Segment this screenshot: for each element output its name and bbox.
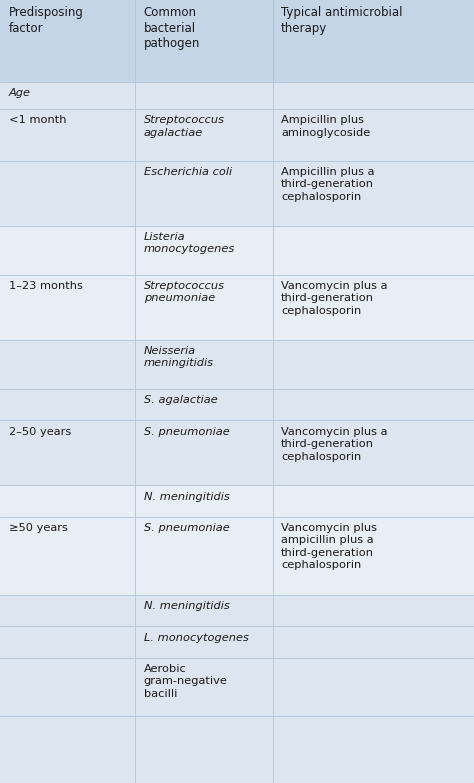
Text: Typical antimicrobial
therapy: Typical antimicrobial therapy xyxy=(281,6,402,34)
Text: Streptococcus
agalactiae: Streptococcus agalactiae xyxy=(144,115,225,138)
Bar xyxy=(0,485,474,517)
Text: L. monocytogenes: L. monocytogenes xyxy=(144,633,248,643)
Text: Vancomycin plus
ampicillin plus a
third-generation
cephalosporin: Vancomycin plus ampicillin plus a third-… xyxy=(281,523,377,570)
Text: S. pneumoniae: S. pneumoniae xyxy=(144,523,229,533)
Text: Vancomycin plus a
third-generation
cephalosporin: Vancomycin plus a third-generation cepha… xyxy=(281,427,388,461)
Text: Predisposing
factor: Predisposing factor xyxy=(9,6,83,34)
Text: 1–23 months: 1–23 months xyxy=(9,281,82,291)
Bar xyxy=(0,517,474,595)
Text: S. pneumoniae: S. pneumoniae xyxy=(144,427,229,437)
Bar xyxy=(0,420,474,485)
Text: <1 month: <1 month xyxy=(9,115,66,125)
Text: Common
bacterial
pathogen: Common bacterial pathogen xyxy=(144,6,200,50)
Bar xyxy=(0,0,474,82)
Text: ≥50 years: ≥50 years xyxy=(9,523,67,533)
Text: Listeria
monocytogenes: Listeria monocytogenes xyxy=(144,232,235,254)
Bar xyxy=(0,595,474,626)
Text: Escherichia coli: Escherichia coli xyxy=(144,167,232,177)
Text: Neisseria
meningitidis: Neisseria meningitidis xyxy=(144,346,214,369)
Text: Age: Age xyxy=(9,88,30,99)
Text: N. meningitidis: N. meningitidis xyxy=(144,492,229,502)
Bar xyxy=(0,82,474,109)
Text: S. agalactiae: S. agalactiae xyxy=(144,395,218,406)
Bar xyxy=(0,626,474,658)
Text: Streptococcus
pneumoniae: Streptococcus pneumoniae xyxy=(144,281,225,304)
Text: Aerobic
gram-negative
bacilli: Aerobic gram-negative bacilli xyxy=(144,664,228,698)
Bar xyxy=(0,275,474,340)
Text: Vancomycin plus a
third-generation
cephalosporin: Vancomycin plus a third-generation cepha… xyxy=(281,281,388,316)
Bar xyxy=(0,161,474,226)
Bar xyxy=(0,226,474,275)
Bar xyxy=(0,340,474,389)
Bar xyxy=(0,389,474,420)
Text: Ampicillin plus a
third-generation
cephalosporin: Ampicillin plus a third-generation cepha… xyxy=(281,167,374,201)
Bar xyxy=(0,109,474,161)
Bar xyxy=(0,658,474,716)
Text: N. meningitidis: N. meningitidis xyxy=(144,601,229,612)
Text: 2–50 years: 2–50 years xyxy=(9,427,71,437)
Text: Ampicillin plus
aminoglycoside: Ampicillin plus aminoglycoside xyxy=(281,115,370,138)
